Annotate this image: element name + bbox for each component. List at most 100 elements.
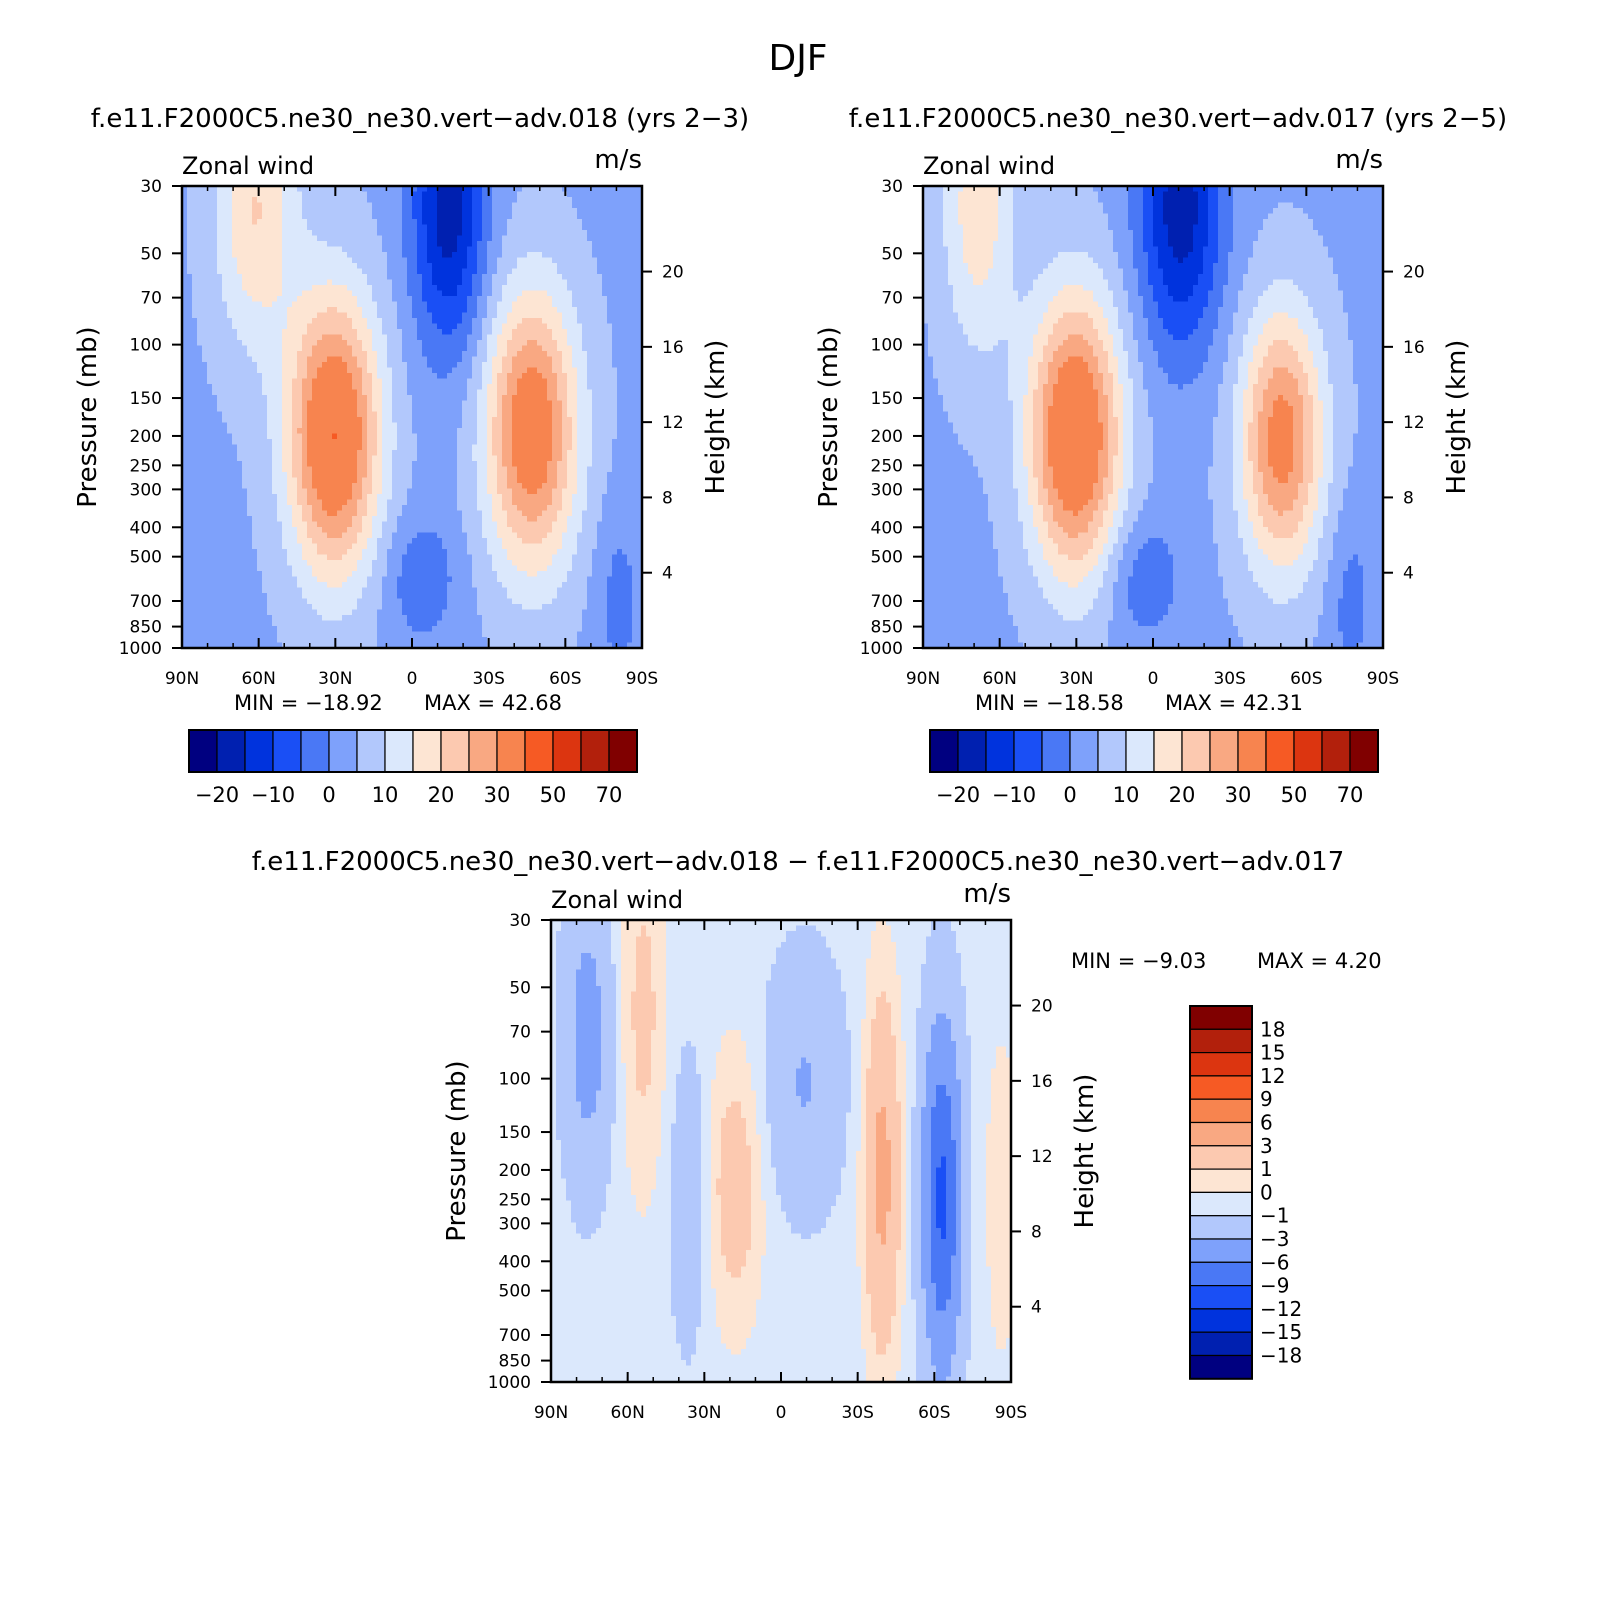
field-cell xyxy=(507,345,513,352)
field-cell xyxy=(557,439,563,446)
field-cell xyxy=(252,362,258,369)
field-cell xyxy=(482,444,488,451)
field-cell xyxy=(187,461,193,468)
field-cell xyxy=(347,323,353,330)
field-cell xyxy=(587,400,593,407)
field-cell xyxy=(477,362,483,369)
field-cell xyxy=(232,241,238,248)
field-cell xyxy=(287,351,293,358)
field-cell xyxy=(617,307,623,314)
field-cell xyxy=(317,444,323,451)
field-cell xyxy=(287,186,293,193)
field-cell xyxy=(187,384,193,391)
field-cell xyxy=(207,257,213,264)
field-cell xyxy=(307,450,313,457)
field-cell xyxy=(297,224,303,231)
field-cell xyxy=(602,345,608,352)
field-cell xyxy=(317,411,323,418)
field-cell xyxy=(457,202,463,209)
field-cell xyxy=(532,345,538,352)
field-cell xyxy=(382,384,388,391)
field-cell xyxy=(447,411,453,418)
field-cell xyxy=(417,439,423,446)
field-cell xyxy=(437,428,443,435)
field-cell xyxy=(382,433,388,440)
field-cell xyxy=(497,274,503,281)
field-cell xyxy=(332,417,338,424)
field-cell xyxy=(612,334,618,341)
field-cell xyxy=(342,257,348,264)
field-cell xyxy=(287,307,293,314)
field-cell xyxy=(337,213,343,220)
field-cell xyxy=(607,422,613,429)
field-cell xyxy=(192,477,198,484)
field-cell xyxy=(357,197,363,204)
field-cell xyxy=(412,296,418,303)
field-cell xyxy=(317,323,323,330)
field-cell xyxy=(277,395,283,402)
field-cell xyxy=(202,422,208,429)
field-cell xyxy=(342,367,348,374)
field-cell xyxy=(547,296,553,303)
field-cell xyxy=(192,219,198,226)
field-cell xyxy=(487,373,493,380)
field-cell xyxy=(487,367,493,374)
field-cell xyxy=(367,252,373,259)
field-cell xyxy=(187,274,193,281)
field-cell xyxy=(627,472,633,479)
field-cell xyxy=(527,230,533,237)
field-cell xyxy=(342,274,348,281)
field-cell xyxy=(512,444,518,451)
field-cell xyxy=(572,301,578,308)
field-cell xyxy=(467,252,473,259)
field-cell xyxy=(492,202,498,209)
field-cell xyxy=(202,224,208,231)
field-cell xyxy=(412,312,418,319)
field-cell xyxy=(402,312,408,319)
field-cell xyxy=(552,428,558,435)
field-cell xyxy=(592,202,598,209)
field-cell xyxy=(397,230,403,237)
field-cell xyxy=(347,191,353,198)
field-cell xyxy=(267,186,273,193)
field-cell xyxy=(582,455,588,462)
field-cell xyxy=(457,378,463,385)
field-cell xyxy=(632,356,638,363)
field-cell xyxy=(327,241,333,248)
field-cell xyxy=(257,340,263,347)
field-cell xyxy=(392,197,398,204)
field-cell xyxy=(432,439,438,446)
field-cell xyxy=(267,378,273,385)
field-cell xyxy=(537,197,543,204)
field-cell xyxy=(422,301,428,308)
field-cell xyxy=(502,290,508,297)
field-cell xyxy=(257,257,263,264)
field-cell xyxy=(342,312,348,319)
field-cell xyxy=(222,285,228,292)
field-cell xyxy=(427,186,433,193)
field-cell xyxy=(337,351,343,358)
field-cell xyxy=(322,389,328,396)
field-cell xyxy=(562,230,568,237)
field-cell xyxy=(527,296,533,303)
field-cell xyxy=(612,274,618,281)
field-cell xyxy=(592,274,598,281)
field-cell xyxy=(497,373,503,380)
field-cell xyxy=(392,213,398,220)
field-cell xyxy=(627,230,633,237)
field-cell xyxy=(557,477,563,484)
field-cell xyxy=(527,334,533,341)
field-cell xyxy=(407,455,413,462)
field-cell xyxy=(517,290,523,297)
field-cell xyxy=(557,362,563,369)
field-cell xyxy=(327,356,333,363)
field-cell xyxy=(502,312,508,319)
field-cell xyxy=(237,329,243,336)
field-cell xyxy=(357,208,363,215)
field-cell xyxy=(472,202,478,209)
field-cell xyxy=(187,373,193,380)
field-cell xyxy=(282,455,288,462)
field-cell xyxy=(602,213,608,220)
field-cell xyxy=(242,378,248,385)
field-cell xyxy=(217,301,223,308)
